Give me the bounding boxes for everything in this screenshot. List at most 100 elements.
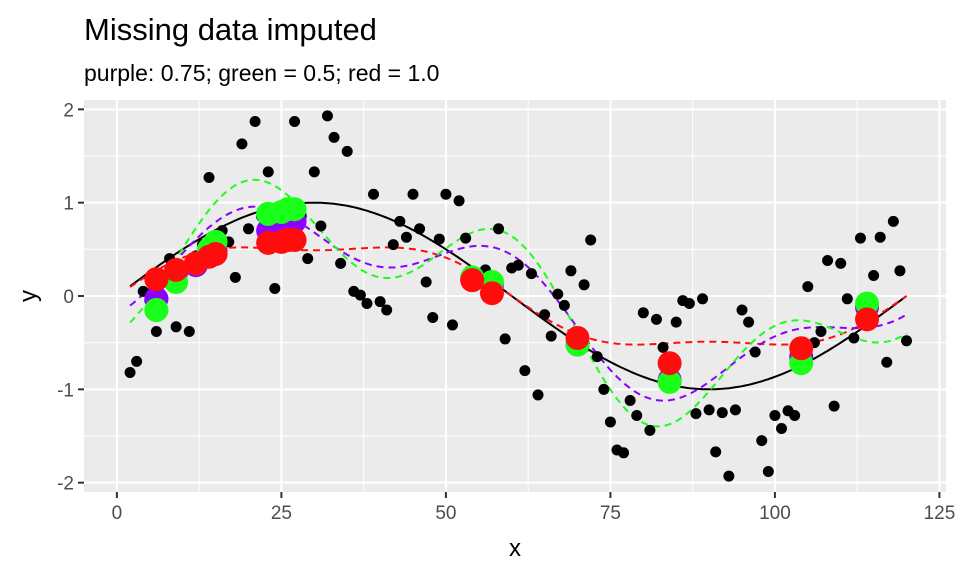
observed-point [841, 293, 853, 305]
observed-point [822, 255, 834, 267]
observed-point [381, 304, 393, 316]
observed-point [716, 407, 728, 419]
observed-points [124, 110, 913, 482]
y-tick-label: 2 [63, 100, 74, 121]
observed-point [341, 145, 353, 157]
red-imputed-point [460, 268, 485, 293]
y-tick-label: -2 [57, 474, 74, 495]
observed-point [703, 404, 715, 416]
observed-point [743, 316, 755, 328]
x-axis-title: x [509, 535, 521, 562]
observed-point [446, 319, 458, 331]
observed-point [308, 166, 320, 178]
observed-point [243, 223, 255, 235]
observed-point [394, 215, 406, 227]
observed-point [585, 234, 597, 246]
observed-point [894, 265, 906, 277]
observed-point [644, 424, 656, 436]
red-imputed-point [565, 326, 590, 350]
observed-point [427, 311, 439, 323]
observed-point [650, 313, 662, 325]
observed-point [525, 268, 537, 280]
observed-point [335, 257, 347, 269]
y-axis-title: y [15, 290, 42, 302]
observed-point [749, 346, 761, 358]
observed-point [249, 115, 261, 127]
observed-point [539, 309, 551, 321]
observed-point [440, 188, 452, 200]
x-tick-label: 75 [600, 503, 621, 524]
observed-point [387, 239, 399, 251]
observed-point [460, 232, 472, 244]
observed-point [262, 166, 274, 178]
observed-point [361, 297, 373, 309]
observed-point [815, 325, 827, 337]
observed-point [170, 321, 182, 333]
observed-point [604, 416, 616, 428]
x-tick-label: 125 [924, 503, 956, 524]
observed-point [493, 223, 505, 235]
grid-major [84, 100, 946, 492]
observed-point [499, 333, 511, 345]
observed-point [697, 293, 709, 305]
observed-point [302, 253, 314, 265]
observed-point [407, 188, 419, 200]
observed-point [881, 356, 893, 368]
red-imputed-point [479, 281, 504, 306]
observed-point [545, 330, 557, 342]
observed-point [637, 307, 649, 319]
purple-fit-curve [129, 205, 907, 402]
y-axis-ticks: -2 -1 0 1 2 [57, 100, 84, 495]
observed-point [552, 288, 564, 300]
observed-point [670, 316, 682, 328]
red-imputed-point [855, 307, 880, 332]
red-imputed-point [164, 257, 189, 282]
observed-point [203, 171, 215, 183]
observed-point [269, 283, 281, 295]
observed-point [631, 409, 643, 421]
x-tick-label: 25 [271, 503, 292, 524]
observed-point [769, 409, 781, 421]
observed-point [354, 289, 366, 301]
red-imputed-point [144, 267, 169, 292]
observed-point [624, 395, 636, 407]
x-tick-label: 0 [112, 503, 123, 524]
observed-point [400, 231, 412, 243]
observed-point [618, 447, 630, 459]
observed-point [683, 297, 695, 309]
observed-point [657, 341, 669, 353]
observed-point [598, 383, 610, 395]
chart-subtitle: purple: 0.75; green = 0.5; red = 1.0 [84, 60, 439, 86]
observed-point [828, 400, 840, 412]
imputed-points [144, 197, 880, 394]
observed-point [236, 138, 248, 150]
green-imputed-point [144, 298, 169, 322]
y-tick-label: 0 [63, 287, 74, 308]
observed-point [848, 332, 860, 344]
observed-point [578, 279, 590, 291]
observed-point [901, 335, 913, 347]
observed-point [723, 470, 735, 482]
observed-point [736, 304, 748, 316]
observed-point [229, 271, 241, 283]
chart-title: Missing data imputed [84, 12, 377, 47]
observed-point [710, 446, 722, 458]
observed-point [756, 435, 768, 447]
observed-point [453, 195, 465, 207]
observed-point [321, 110, 333, 122]
observed-point [519, 365, 531, 377]
green-imputed-point [657, 369, 682, 394]
observed-point [789, 409, 801, 421]
y-tick-label: -1 [57, 380, 74, 401]
observed-point [887, 215, 899, 227]
observed-point [289, 115, 301, 127]
observed-point [315, 220, 327, 232]
observed-point [532, 389, 544, 401]
observed-point [150, 325, 162, 337]
observed-point [854, 232, 866, 244]
observed-point [775, 423, 787, 435]
observed-point [565, 265, 577, 277]
observed-point [868, 269, 880, 281]
observed-point [512, 259, 524, 271]
